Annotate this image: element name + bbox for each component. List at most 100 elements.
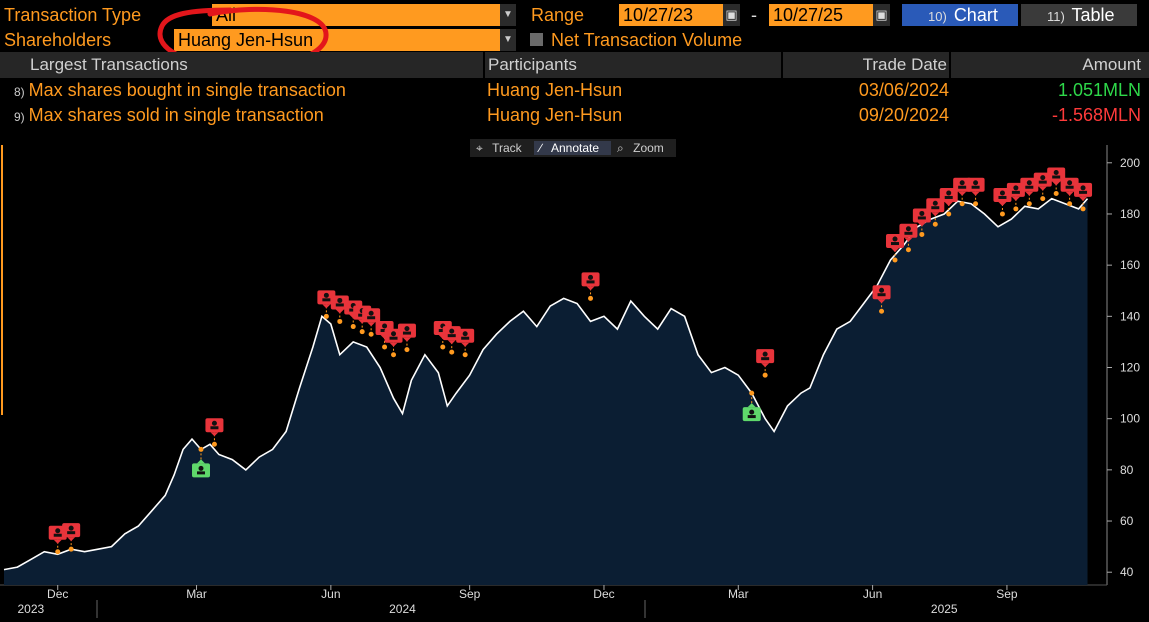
marker-dot: [55, 549, 61, 555]
sell-marker[interactable]: [926, 198, 945, 217]
marker-dot: [959, 201, 965, 207]
price-area: [4, 198, 1088, 585]
header-amount[interactable]: Amount: [951, 52, 1149, 78]
header-largest-transactions[interactable]: Largest Transactions: [0, 52, 483, 78]
header-participants[interactable]: Participants: [485, 52, 781, 78]
shareholders-dropdown-icon[interactable]: ▼: [500, 29, 516, 51]
tab-table-label: Table: [1071, 5, 1115, 25]
marker-dot: [749, 390, 755, 396]
row-trade-date: 03/06/2024: [858, 80, 949, 100]
net-volume-checkbox[interactable]: [530, 33, 543, 46]
calendar-end-icon[interactable]: ▣: [873, 4, 890, 26]
row-participant: Huang Jen-Hsun: [487, 80, 623, 100]
y-tick-label: 200: [1120, 156, 1140, 170]
tab-table-num: 11): [1047, 9, 1065, 24]
sell-marker[interactable]: [756, 349, 775, 368]
marker-dot: [919, 231, 925, 237]
sell-marker[interactable]: [872, 285, 891, 304]
annotate-tool[interactable]: ∕ Annotate: [533, 141, 612, 155]
sell-marker[interactable]: [362, 308, 381, 327]
row-amount: 1.051MLN: [1057, 80, 1141, 100]
range-end-input[interactable]: 10/27/25: [769, 4, 873, 26]
chart-toolbar: ⌖ Track ∕ Annotate ⌕ Zoom: [470, 139, 676, 157]
marker-dot: [905, 247, 911, 253]
y-tick-label: 160: [1120, 258, 1140, 272]
tab-chart-label: Chart: [953, 5, 998, 25]
marker-dot: [946, 211, 952, 217]
row-participant: Huang Jen-Hsun: [487, 105, 623, 125]
table-row-sold[interactable]: 9) Max shares sold in single transaction: [14, 105, 324, 126]
marker-dot: [1040, 196, 1046, 202]
sell-marker[interactable]: [1047, 167, 1066, 186]
x-month-label: Mar: [728, 587, 749, 601]
calendar-start-icon[interactable]: ▣: [723, 4, 740, 26]
x-year-label: 2024: [389, 602, 416, 616]
marker-dot: [391, 352, 397, 358]
y-tick-label: 180: [1120, 207, 1140, 221]
marker-dot: [1080, 206, 1086, 212]
x-month-label: Dec: [47, 587, 68, 601]
sell-marker[interactable]: [939, 187, 958, 206]
x-month-label: Sep: [459, 587, 481, 601]
x-month-label: Sep: [996, 587, 1018, 601]
marker-dot: [211, 441, 217, 447]
row-description: Max shares sold in single transaction: [28, 105, 324, 125]
row-trade-date: 09/20/2024: [858, 105, 949, 125]
marker-dot: [449, 349, 455, 355]
transaction-type-dropdown-icon[interactable]: ▼: [500, 4, 516, 26]
row-description: Max shares bought in single transaction: [28, 80, 346, 100]
range-separator: -: [751, 5, 757, 25]
range-start-input[interactable]: 10/27/23: [619, 4, 723, 26]
sell-marker[interactable]: [397, 323, 416, 342]
transaction-type-label: Transaction Type: [4, 5, 142, 25]
y-tick-label: 140: [1120, 309, 1140, 323]
price-chart[interactable]: 40 60 80 100 120 140 160 180 200 Dec Mar Jun Sep Dec M…: [0, 140, 1149, 622]
table-row-bought[interactable]: 8) Max shares bought in single transactio…: [14, 80, 346, 101]
row-number: 8): [14, 85, 25, 99]
marker-dot: [359, 329, 365, 335]
marker-dot: [879, 308, 885, 314]
sell-marker[interactable]: [966, 177, 985, 196]
marker-dot: [588, 295, 594, 301]
marker-dot: [762, 372, 768, 378]
marker-dot: [892, 257, 898, 263]
buy-marker[interactable]: [192, 459, 211, 478]
marker-dot: [198, 446, 204, 452]
marker-dot: [337, 318, 343, 324]
sell-marker[interactable]: [205, 418, 224, 437]
net-volume-label: Net Transaction Volume: [551, 30, 743, 50]
sell-marker[interactable]: [912, 208, 931, 227]
row-number: 9): [14, 110, 25, 124]
y-tick-label: 80: [1120, 463, 1134, 477]
row-amount: -1.568MLN: [1051, 105, 1141, 125]
shareholders-select[interactable]: Huang Jen-Hsun: [174, 29, 500, 51]
marker-dot: [932, 221, 938, 227]
track-tool[interactable]: ⌖ Track: [476, 141, 522, 155]
zoom-tool[interactable]: ⌕ Zoom: [617, 141, 664, 155]
marker-dot: [368, 331, 374, 337]
buy-marker[interactable]: [742, 403, 761, 422]
sell-marker[interactable]: [885, 234, 904, 253]
sell-marker[interactable]: [899, 223, 918, 242]
sell-marker[interactable]: [993, 187, 1012, 206]
shareholders-label: Shareholders: [4, 30, 112, 50]
x-year-label: 2025: [931, 602, 958, 616]
range-label: Range: [531, 5, 585, 25]
sell-marker[interactable]: [581, 272, 600, 291]
marker-dot: [350, 324, 356, 330]
sell-marker[interactable]: [62, 523, 81, 542]
marker-dot: [382, 344, 388, 350]
header-trade-date[interactable]: Trade Date: [783, 52, 949, 78]
x-month-label: Mar: [186, 587, 207, 601]
x-month-label: Jun: [321, 587, 340, 601]
sell-marker[interactable]: [1074, 182, 1093, 201]
marker-dot: [462, 352, 468, 358]
y-tick-label: 100: [1120, 412, 1140, 426]
tab-table[interactable]: 11) Table: [1021, 4, 1137, 26]
x-month-label: Jun: [863, 587, 882, 601]
y-tick-label: 60: [1120, 514, 1134, 528]
sell-marker[interactable]: [456, 328, 475, 347]
x-year-label: 2023: [18, 602, 45, 616]
tab-chart[interactable]: 10) Chart: [902, 4, 1018, 26]
marker-dot: [404, 347, 410, 353]
